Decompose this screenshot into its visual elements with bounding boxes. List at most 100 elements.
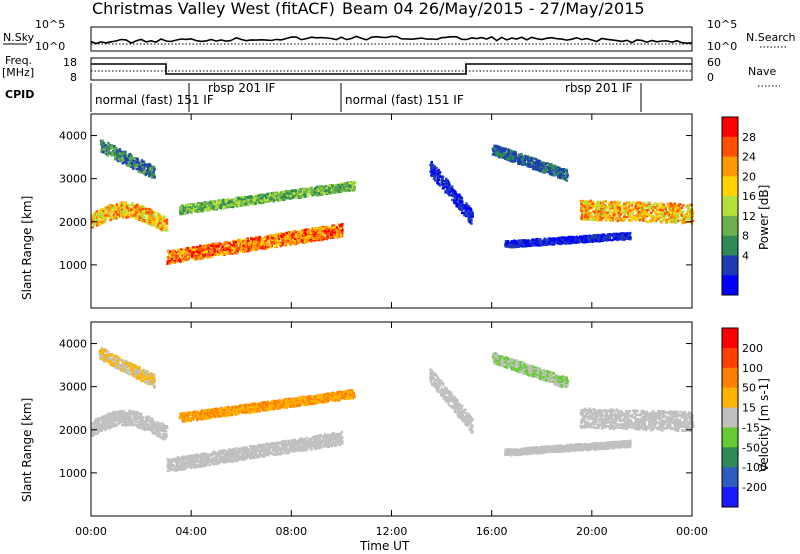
- echo-point: [141, 160, 145, 163]
- echo-point: [649, 204, 652, 207]
- echo-point: [218, 202, 221, 205]
- echo-point: [290, 241, 294, 244]
- echo-point: [612, 212, 616, 215]
- echo-point: [328, 192, 331, 195]
- echo-point: [571, 241, 574, 244]
- echo-point: [661, 210, 664, 214]
- echo-point: [146, 163, 150, 166]
- echo-point: [317, 227, 320, 230]
- echo-point: [117, 213, 120, 216]
- echo-point: [184, 258, 187, 262]
- echo-point: [660, 202, 663, 205]
- echo-point: [333, 190, 336, 193]
- echo-point: [598, 201, 601, 204]
- echo-point: [277, 240, 280, 243]
- echo-point: [157, 214, 160, 217]
- echo-point: [460, 205, 463, 208]
- noise-panel-frame: [90, 26, 693, 52]
- echo-point: [279, 193, 282, 196]
- echo-point: [145, 220, 148, 223]
- echo-point: [213, 248, 217, 251]
- echo-point: [340, 234, 343, 237]
- echo-point: [333, 234, 337, 237]
- echo-point: [338, 189, 341, 192]
- echo-point: [589, 238, 592, 242]
- echo-point: [254, 194, 257, 197]
- echo-point: [233, 241, 236, 244]
- echo-point: [177, 248, 180, 251]
- echo-point: [308, 239, 311, 242]
- echo-point: [180, 251, 183, 254]
- echo-point: [121, 162, 124, 165]
- echo-point: [101, 143, 104, 147]
- echo-point: [333, 231, 337, 234]
- echo-point: [200, 252, 204, 256]
- echo-point: [92, 223, 96, 227]
- echo-point: [688, 217, 691, 220]
- echo-point: [141, 210, 144, 213]
- echo-point: [542, 240, 546, 244]
- echo-point: [207, 206, 210, 209]
- echo-point: [115, 217, 118, 220]
- echo-point: [254, 200, 257, 204]
- echo-point: [319, 228, 322, 231]
- echo-point: [510, 243, 513, 246]
- echo-point: [191, 253, 194, 256]
- echo-point: [113, 158, 117, 161]
- echo-point: [100, 139, 103, 143]
- echo-point: [258, 197, 261, 200]
- cpid-segment-3: normal (fast) 151 IF: [345, 93, 464, 107]
- echo-point: [601, 233, 604, 236]
- echo-point: [147, 214, 150, 217]
- echo-point: [578, 239, 581, 242]
- echo-point: [352, 181, 355, 184]
- echo-point: [298, 236, 301, 240]
- echo-point: [333, 226, 336, 229]
- echo-point: [119, 213, 122, 216]
- echo-point: [613, 233, 616, 236]
- echo-point: [656, 208, 659, 212]
- echo-point: [298, 235, 301, 238]
- echo-point: [179, 249, 182, 253]
- echo-point: [339, 224, 342, 227]
- echo-point: [456, 199, 459, 202]
- echo-point: [215, 208, 218, 211]
- echo-point: [174, 257, 177, 260]
- echo-point: [180, 252, 183, 256]
- echo-point: [152, 171, 155, 174]
- echo-point: [504, 244, 507, 247]
- echo-point: [323, 237, 326, 240]
- echo-point: [247, 202, 250, 205]
- echo-point: [153, 174, 156, 177]
- echo-point: [271, 234, 274, 237]
- echo-point: [670, 214, 673, 217]
- echo-point: [270, 241, 273, 245]
- echo-point: [132, 156, 135, 160]
- echo-point: [204, 254, 207, 257]
- echo-point: [651, 218, 654, 222]
- echo-point: [435, 173, 438, 176]
- echo-point: [324, 229, 327, 233]
- echo-point: [266, 193, 270, 196]
- echo-point: [294, 194, 297, 197]
- echo-point: [310, 240, 313, 243]
- echo-point: [641, 204, 644, 207]
- echo-point: [122, 211, 125, 215]
- echo-point: [324, 187, 327, 190]
- echo-point: [353, 185, 357, 189]
- echo-point: [317, 232, 321, 235]
- echo-point: [114, 147, 117, 150]
- echo-point: [636, 207, 639, 211]
- echo-point: [637, 205, 640, 208]
- echo-point: [200, 248, 203, 251]
- echo-point: [304, 195, 307, 198]
- echo-point: [274, 196, 277, 200]
- echo-point: [688, 215, 691, 218]
- echo-point: [316, 231, 319, 234]
- echo-point: [338, 190, 341, 193]
- echo-point: [216, 247, 219, 251]
- echo-point: [217, 199, 221, 202]
- echo-point: [266, 240, 269, 243]
- echo-point: [662, 207, 665, 210]
- echo-point: [239, 204, 243, 207]
